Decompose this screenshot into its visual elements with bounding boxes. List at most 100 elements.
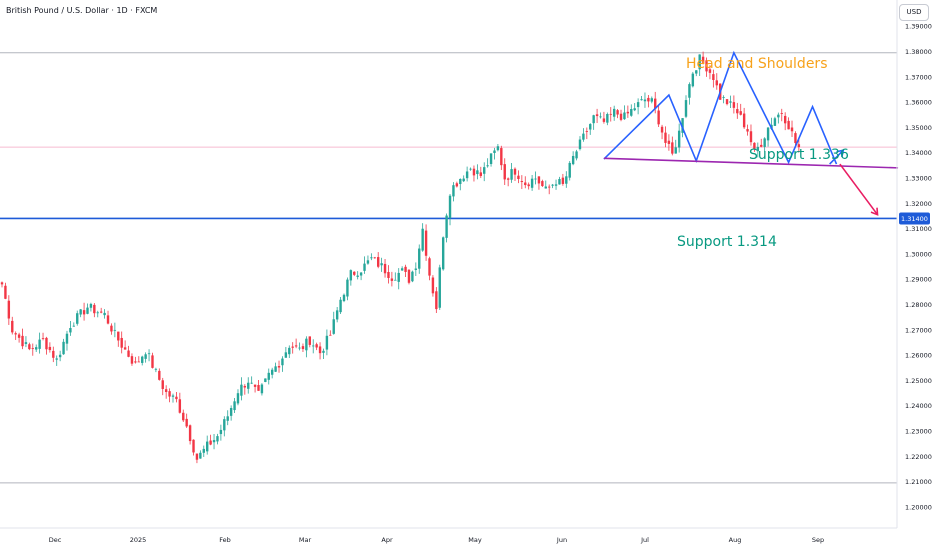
candle [695, 70, 698, 77]
candle [773, 116, 777, 126]
candle [188, 424, 192, 445]
candle [141, 355, 144, 366]
candle [736, 102, 739, 119]
time-tick-label: Apr [381, 536, 393, 544]
candle [390, 271, 394, 287]
candle [756, 142, 760, 158]
candle [363, 256, 366, 274]
candle [171, 393, 175, 403]
candle [732, 95, 736, 114]
candle [630, 104, 633, 117]
candle [284, 346, 288, 358]
candle [209, 434, 212, 446]
price-tick-label: 1.27000 [905, 326, 932, 334]
candle [120, 331, 123, 354]
candle [380, 257, 383, 272]
candle [589, 123, 592, 135]
candle [671, 136, 674, 156]
candle [65, 330, 69, 351]
candle [82, 302, 86, 321]
candle [489, 153, 493, 167]
candle [332, 311, 335, 335]
candle [746, 124, 749, 136]
candle [353, 271, 356, 277]
candle [158, 368, 161, 381]
candle [96, 310, 99, 318]
candle [349, 269, 353, 286]
price-tick-label: 1.38000 [905, 48, 932, 56]
candle [541, 179, 544, 187]
candle [318, 342, 322, 360]
time-tick-label: Mar [299, 536, 312, 544]
candle [312, 339, 315, 354]
candle [510, 163, 513, 183]
candle [626, 105, 630, 118]
candle [643, 92, 647, 108]
candle [520, 175, 524, 190]
candle [223, 416, 226, 437]
candle [110, 323, 113, 335]
candle [760, 138, 763, 148]
candle [674, 139, 677, 154]
candle [86, 303, 89, 315]
candle [568, 161, 571, 181]
candle [373, 256, 376, 259]
price-tick-label: 1.20000 [905, 503, 932, 511]
candle [93, 303, 96, 318]
candle [182, 409, 185, 423]
candle [524, 176, 527, 189]
candle [325, 329, 329, 356]
candle [787, 117, 790, 130]
pullback-arrow [829, 149, 845, 165]
candle [137, 356, 140, 363]
candle [606, 112, 609, 126]
price-tick-label: 1.24000 [905, 402, 932, 410]
candle [544, 180, 547, 189]
candle [45, 336, 48, 355]
candle [763, 137, 766, 152]
candle [578, 136, 582, 151]
price-tick-label: 1.23000 [905, 428, 932, 436]
candle [383, 258, 387, 278]
candle [288, 345, 291, 359]
currency-selector[interactable]: USD [899, 4, 929, 21]
price-tick-label: 1.25000 [905, 377, 932, 385]
candle [99, 307, 103, 314]
candle [729, 95, 732, 108]
candle [103, 309, 106, 319]
candle [130, 353, 134, 366]
candle [455, 181, 459, 188]
candle [147, 349, 151, 362]
candle [175, 392, 178, 403]
candle [89, 302, 93, 312]
candle [35, 344, 38, 352]
price-tick-label: 1.21000 [905, 478, 932, 486]
candle [654, 91, 657, 114]
current-price-badge: 1.31400 [899, 212, 930, 225]
candle [431, 275, 435, 297]
candle [243, 384, 247, 395]
candle [178, 392, 182, 414]
candle [612, 105, 616, 121]
candle [0, 281, 4, 288]
candle [599, 112, 602, 119]
candle [766, 127, 770, 147]
candle [264, 378, 267, 383]
candle [565, 171, 568, 188]
candle [424, 224, 428, 261]
candle [397, 268, 400, 290]
candle [465, 166, 469, 182]
candle [753, 142, 756, 152]
candle [571, 151, 575, 166]
candle [247, 377, 250, 394]
candle [281, 356, 284, 372]
time-tick-label: May [468, 536, 482, 544]
candle [667, 134, 671, 151]
price-tick-label: 1.22000 [905, 453, 932, 461]
candle [212, 433, 216, 450]
candle [233, 397, 236, 413]
candle [582, 128, 585, 142]
candle [705, 57, 708, 77]
candle [476, 164, 479, 180]
